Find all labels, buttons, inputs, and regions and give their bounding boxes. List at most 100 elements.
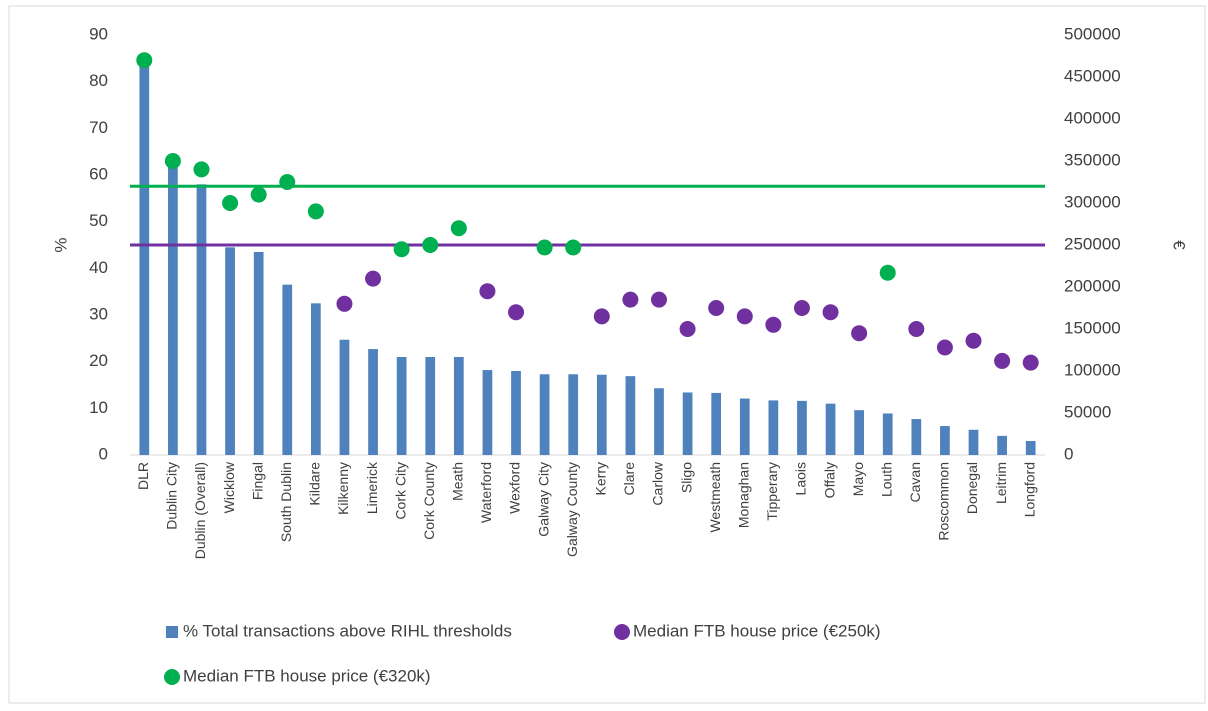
dot [365, 270, 382, 287]
bar [797, 400, 807, 455]
y-axis-label: % [51, 237, 70, 252]
y2-tick-label: 300000 [1064, 192, 1121, 211]
dot [994, 352, 1011, 369]
bar [596, 374, 607, 455]
y-tick-label: 20 [89, 351, 108, 370]
x-tick-label: Cork City [392, 462, 408, 520]
dot [164, 153, 181, 169]
bar [768, 400, 779, 455]
y2-tick-label: 450000 [1064, 66, 1121, 85]
x-tick-label: Dublin City [164, 462, 180, 530]
x-tick-label: Offaly [821, 462, 837, 498]
bar [396, 357, 407, 455]
x-tick-label: Kildare [307, 462, 323, 506]
y-tick-label: 30 [89, 304, 108, 323]
x-tick-label: Cavan [907, 462, 923, 502]
bar [911, 419, 922, 455]
bar [882, 413, 893, 455]
y-tick-label: 50 [89, 211, 108, 230]
dot [250, 186, 267, 203]
dot [793, 300, 810, 316]
dot [565, 239, 582, 256]
dot [479, 283, 496, 300]
x-tick-label: Leitrim [993, 462, 1009, 504]
bar [739, 398, 750, 455]
legend-label: % Total transactions above RIHL threshol… [183, 621, 512, 640]
x-tick-label: Galway County [564, 462, 580, 557]
x-tick-label: Tipperary [764, 462, 780, 521]
x-tick-label: Mayo [850, 462, 866, 496]
y2-tick-label: 150000 [1064, 318, 1121, 337]
dot [965, 332, 982, 349]
dot [279, 174, 296, 190]
bar [682, 392, 693, 455]
x-tick-label: Kerry [593, 462, 609, 495]
y2-tick-label: 500000 [1064, 24, 1121, 43]
x-tick-label: Limerick [364, 461, 380, 514]
y-tick-label: 10 [89, 398, 108, 417]
legend-label: Median FTB house price (€320k) [183, 666, 431, 685]
dot [765, 316, 782, 333]
dot [222, 195, 239, 211]
dot [393, 241, 410, 258]
dot [450, 220, 467, 237]
dot [593, 308, 610, 325]
x-tick-label: Monaghan [735, 462, 751, 528]
dot [622, 291, 639, 308]
bar [310, 303, 321, 455]
bar [482, 370, 493, 455]
y-tick-label: 60 [89, 164, 108, 183]
bar [997, 435, 1007, 455]
x-tick-label: Longford [1021, 462, 1037, 517]
dot [708, 300, 725, 316]
x-tick-label: Dublin (Overall) [192, 462, 208, 559]
x-tick-label: Clare [621, 462, 637, 496]
x-tick-label: Cork County [421, 462, 437, 540]
y-tick-label: 90 [89, 24, 108, 43]
bar [854, 410, 865, 455]
bar [196, 184, 207, 456]
bar [339, 339, 350, 455]
x-tick-label: Galway City [535, 462, 551, 537]
legend-swatch [166, 626, 178, 638]
x-tick-label: Laois [793, 462, 809, 495]
bar [654, 388, 664, 455]
bar [425, 357, 436, 455]
x-tick-label: South Dublin [278, 462, 294, 542]
chart-border [8, 5, 1206, 704]
bar [225, 247, 235, 455]
bar [139, 58, 150, 455]
y-tick-label: 0 [99, 444, 108, 463]
dot [650, 291, 667, 308]
dot [136, 52, 153, 69]
x-tick-label: Meath [450, 462, 466, 501]
legend-label: Median FTB house price (€250k) [633, 621, 881, 640]
bar [1025, 441, 1036, 455]
y-tick-label: 70 [89, 118, 108, 137]
dot [307, 203, 324, 220]
x-tick-label: Carlow [650, 461, 666, 505]
y2-tick-label: 350000 [1064, 150, 1121, 169]
dot [736, 308, 753, 325]
dot [822, 304, 839, 321]
x-tick-label: Wicklow [221, 461, 237, 513]
x-tick-label: Sligo [678, 462, 694, 493]
dot [536, 239, 553, 256]
dot [1022, 354, 1039, 371]
bar [625, 376, 636, 455]
dot [851, 325, 868, 342]
bar [539, 374, 550, 455]
legend-swatch [614, 624, 630, 640]
bar [940, 426, 950, 455]
bar [168, 161, 178, 455]
bar [282, 284, 293, 455]
dot [908, 321, 925, 337]
dot [679, 321, 696, 337]
y2-tick-label: 250000 [1064, 234, 1121, 253]
dot [508, 304, 525, 321]
dot [879, 264, 896, 281]
x-tick-label: Westmeath [707, 462, 723, 533]
y2-tick-label: 100000 [1064, 360, 1121, 379]
dot [193, 161, 210, 178]
